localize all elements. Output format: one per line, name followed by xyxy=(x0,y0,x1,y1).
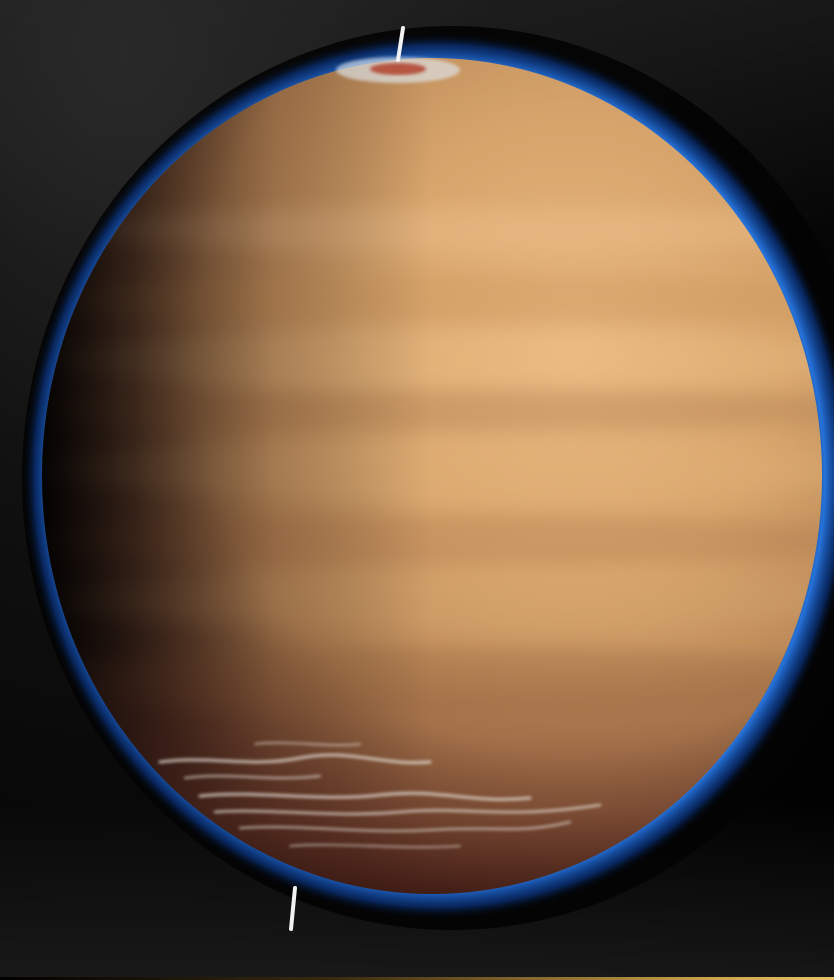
bottom-accent-line xyxy=(0,977,834,980)
south-axis-marker xyxy=(289,886,297,931)
north-axis-marker xyxy=(396,26,405,62)
south-tint xyxy=(42,58,822,894)
southern-cloud-streaks xyxy=(158,742,602,848)
north-polar-cap xyxy=(336,57,460,83)
